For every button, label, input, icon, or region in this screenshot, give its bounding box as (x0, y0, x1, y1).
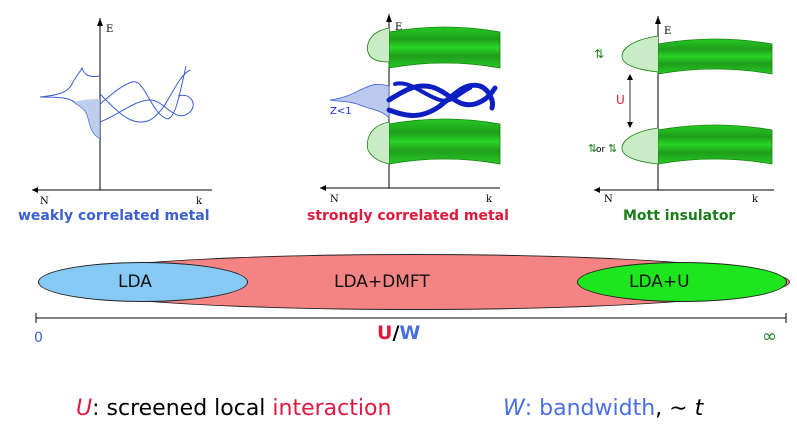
axis-slash: / (392, 322, 400, 344)
band-3 (99, 65, 187, 120)
gap-arrow-top (627, 74, 633, 80)
k-axis-arrow (32, 187, 38, 193)
lower-hubbard-band (657, 124, 773, 165)
legend-t-approx: ∼ (662, 396, 695, 421)
qp-band-3 (393, 81, 472, 103)
mott-k-label: k (752, 194, 759, 205)
lda-dmft-label: LDA+DMFT (334, 272, 430, 292)
axis-u-over-w: U/W (377, 322, 420, 344)
upper-dos-lobe (621, 35, 659, 73)
legend-w-text: : bandwidth (524, 396, 656, 421)
z-label: Z<1 (330, 106, 352, 117)
upper-hubbard-band (388, 26, 501, 69)
strong-k-label: k (486, 194, 493, 205)
spin-left-label: ⇅ (588, 142, 597, 155)
gap-arrow-bottom (627, 122, 633, 128)
legend-t-symbol: t (694, 396, 704, 421)
legend-w-symbol: W (503, 396, 525, 421)
lower-dos-lobe (621, 127, 659, 165)
qp-band-2 (386, 82, 495, 118)
weak-k-label: k (196, 196, 203, 207)
panel-strong-metal (320, 14, 501, 191)
axis-w-label: W (399, 322, 421, 344)
dos-fill (74, 99, 100, 138)
gap-label-u: U (616, 93, 625, 107)
k-axis-arrow (320, 185, 326, 191)
k-axis-arrow (594, 187, 600, 193)
lda-label: LDA (118, 272, 152, 292)
legend-u-colon: : (92, 396, 100, 421)
lda-u-label: LDA+U (629, 272, 690, 292)
caption-strong-metal: strongly correlated metal (307, 208, 509, 224)
caption-weak-metal: weakly correlated metal (18, 208, 210, 224)
lda-u-ellipse (577, 262, 787, 302)
strong-dos-label: N (330, 194, 339, 205)
mott-energy-label: E (664, 26, 671, 37)
band-2 (99, 69, 191, 123)
spin-or-label: or (596, 145, 606, 155)
strong-energy-label: E (395, 22, 402, 33)
upper-spin-label: ⇅ (594, 47, 604, 61)
axis-start-label: 0 (34, 330, 43, 346)
spin-right-label: ⇅ (608, 142, 617, 155)
legend-u-highlight: interaction (272, 396, 392, 421)
panel-mott-insulator (594, 16, 774, 193)
legend-u-symbol: U (76, 396, 93, 421)
mott-dos-label: N (604, 194, 613, 205)
upper-hubbard-band (657, 38, 773, 75)
axis-u-label: U (377, 322, 393, 344)
caption-mott-insulator: Mott insulator (623, 208, 736, 224)
energy-axis-arrow (97, 18, 103, 26)
upper-dos-lobe (367, 27, 390, 63)
lower-dos-lobe (367, 121, 390, 165)
panel-weak-metal (32, 18, 212, 193)
legend-w-comma: , (655, 396, 663, 421)
lower-hubbard-band (388, 118, 501, 165)
lda-ellipse (38, 262, 248, 302)
legend-u: U: screened local interaction (76, 396, 391, 421)
legend-u-text: screened local (99, 396, 273, 421)
axis-end-label: ∞ (762, 326, 777, 347)
weak-dos-label: N (40, 196, 49, 207)
band-1 (99, 94, 194, 123)
legend-w: W: bandwidth, ∼ t (503, 396, 703, 421)
energy-axis-arrow (655, 16, 661, 24)
energy-axis-arrow (386, 14, 392, 22)
quasiparticle-peak (329, 83, 390, 120)
weak-energy-label: E (106, 24, 113, 35)
